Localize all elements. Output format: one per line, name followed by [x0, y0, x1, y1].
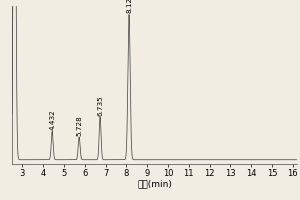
- Text: 4.432: 4.432: [49, 109, 55, 130]
- X-axis label: 时间(min): 时间(min): [137, 179, 172, 188]
- Text: 8.126: 8.126: [126, 0, 132, 13]
- Text: 5.728: 5.728: [76, 115, 82, 136]
- Text: 6.735: 6.735: [97, 95, 103, 116]
